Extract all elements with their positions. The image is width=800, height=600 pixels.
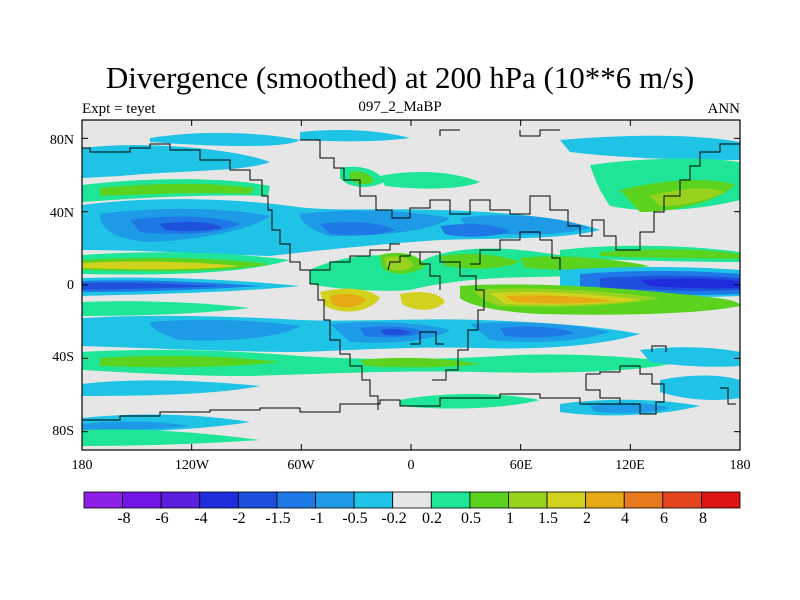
axis-ticks bbox=[81, 120, 741, 450]
colorbar-swatch bbox=[469, 491, 509, 509]
x-tick-label: 180 bbox=[729, 458, 751, 473]
colorbar-swatch bbox=[430, 491, 471, 509]
colorbar-swatch bbox=[546, 491, 587, 509]
colorbar-label: -8 bbox=[117, 510, 131, 527]
colorbar-label: -1.5 bbox=[265, 510, 291, 527]
x-tick-label: 120E bbox=[615, 458, 645, 473]
colorbar-swatch bbox=[585, 491, 625, 509]
colorbar bbox=[83, 491, 741, 509]
x-tick-label: 180 bbox=[71, 458, 93, 473]
colorbar-label: -6 bbox=[155, 510, 169, 527]
colorbar-swatch bbox=[623, 491, 664, 509]
y-tick-label: 40N bbox=[49, 206, 74, 221]
y-tick-label: 80N bbox=[49, 133, 74, 148]
colorbar-swatch bbox=[353, 491, 394, 509]
colorbar-label: 6 bbox=[660, 510, 668, 527]
colorbar-swatch bbox=[122, 491, 162, 509]
experiment-label: Expt = teyet bbox=[82, 101, 156, 117]
colorbar-swatch bbox=[83, 491, 123, 509]
colorbar-label: -0.5 bbox=[342, 510, 368, 527]
colorbar-label: -2 bbox=[232, 510, 246, 527]
y-tick-label: 80S bbox=[52, 424, 74, 439]
colorbar-label: 8 bbox=[699, 510, 707, 527]
season-label: ANN bbox=[707, 101, 741, 117]
colorbar-label: 4 bbox=[621, 510, 629, 527]
x-tick-label: 60E bbox=[509, 458, 533, 473]
x-tick-label: 120W bbox=[174, 458, 210, 473]
colorbar-label: 0.2 bbox=[422, 510, 442, 527]
colorbar-swatch bbox=[701, 491, 741, 509]
plot-title: Divergence (smoothed) at 200 hPa (10**6 … bbox=[105, 60, 695, 95]
colorbar-label: -0.2 bbox=[381, 510, 407, 527]
colorbar-label: 0.5 bbox=[461, 510, 481, 527]
y-tick-label: 0 bbox=[67, 278, 74, 293]
y-tick-label: 40S bbox=[52, 350, 74, 365]
x-tick-label: 60W bbox=[287, 458, 315, 473]
colorbar-label: 2 bbox=[583, 510, 591, 527]
coastlines bbox=[82, 129, 740, 421]
colorbar-label: -1 bbox=[310, 510, 324, 527]
colorbar-swatch bbox=[392, 491, 432, 509]
colorbar-swatch bbox=[160, 491, 201, 509]
run-label: 097_2_MaBP bbox=[358, 99, 442, 115]
x-tick-label: 0 bbox=[407, 458, 415, 473]
colorbar-swatch bbox=[662, 491, 702, 509]
colorbar-swatch bbox=[199, 491, 239, 509]
colorbar-label: -4 bbox=[194, 510, 208, 527]
colorbar-swatch bbox=[508, 491, 548, 509]
colorbar-swatch bbox=[276, 491, 316, 509]
colorbar-swatch bbox=[237, 491, 278, 509]
colorbar-label: 1 bbox=[506, 510, 514, 527]
colorbar-swatch bbox=[315, 491, 355, 509]
colorbar-label: 1.5 bbox=[538, 510, 558, 527]
